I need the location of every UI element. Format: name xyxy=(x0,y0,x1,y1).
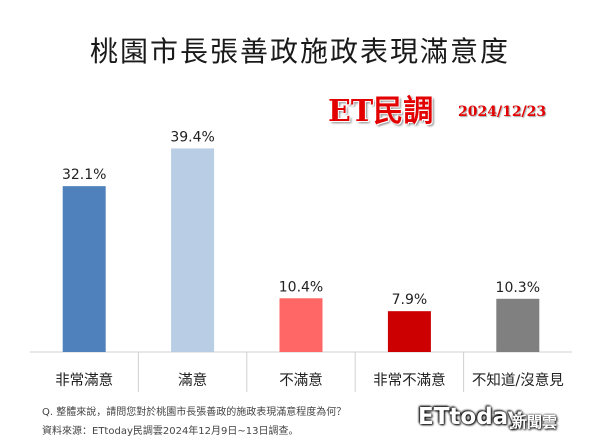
survey-question: Q. 整體來說，請問您對於桃園市長張善政的施政表現滿意程度為何？ xyxy=(42,407,347,418)
category-label-1: 非常滿意 xyxy=(55,371,113,389)
data-label-2: 39.4% xyxy=(170,129,214,145)
data-label-5: 10.3% xyxy=(496,280,540,296)
ettoday-watermark-sub: 新聞雲 xyxy=(512,413,558,431)
data-source-note: 資料來源：ETtoday民調雲2024年12月9日~13日調查。 xyxy=(42,426,299,437)
ettoday-watermark-logo: ETtoday xyxy=(418,404,523,430)
chart-title: 桃園市長張善政施政表現滿意度 xyxy=(89,35,510,68)
bar-3 xyxy=(279,298,323,352)
bar-4 xyxy=(387,311,431,352)
category-label-5: 不知道/沒意見 xyxy=(472,371,564,389)
bar-2 xyxy=(171,148,215,352)
data-label-1: 32.1% xyxy=(62,167,106,183)
poll-date: 2024/12/23 xyxy=(458,104,547,120)
data-label-4: 7.9% xyxy=(392,292,428,308)
bar-5 xyxy=(496,298,540,352)
et-poll-logo: ET民調 xyxy=(328,94,434,129)
category-label-4: 非常不滿意 xyxy=(373,371,446,389)
category-label-2: 滿意 xyxy=(178,371,207,389)
data-label-3: 10.4% xyxy=(279,279,323,295)
category-label-3: 不滿意 xyxy=(279,371,323,389)
bar-1 xyxy=(62,186,106,352)
